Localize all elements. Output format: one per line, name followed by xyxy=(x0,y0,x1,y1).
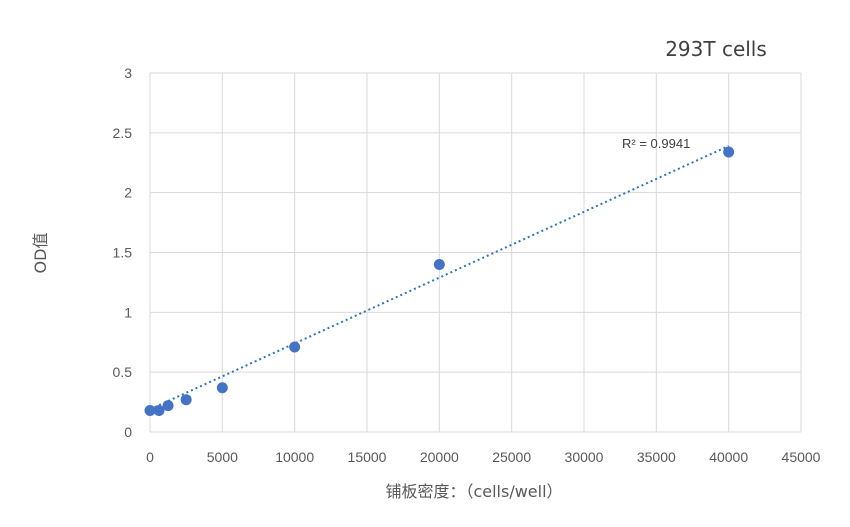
y-tick-label: 0 xyxy=(124,424,132,440)
y-tick-label: 3 xyxy=(124,65,132,81)
y-tick-labels: 0 0.5 1 1.5 2 2.5 3 xyxy=(113,65,133,440)
data-point xyxy=(180,394,192,406)
x-tick-label: 10000 xyxy=(275,449,314,465)
x-tick-label: 25000 xyxy=(492,449,531,465)
x-tick-labels: 0 5000 10000 15000 20000 25000 30000 35000 40000… xyxy=(146,449,821,465)
chart-title: 293T cells xyxy=(665,37,767,61)
x-tick-label: 15000 xyxy=(348,449,387,465)
data-point xyxy=(153,404,165,416)
data-point xyxy=(216,382,228,394)
r-squared-label: R² = 0.9941 xyxy=(622,136,690,151)
y-tick-label: 0.5 xyxy=(113,364,133,380)
data-points xyxy=(144,146,735,416)
x-tick-label: 20000 xyxy=(420,449,459,465)
x-axis-label: 铺板密度：（cells/well） xyxy=(385,482,562,501)
y-tick-label: 2.5 xyxy=(113,125,133,141)
x-tick-label: 40000 xyxy=(709,449,748,465)
data-point xyxy=(289,341,301,353)
x-tick-label: 5000 xyxy=(207,449,238,465)
data-point xyxy=(723,146,735,158)
x-tick-label: 45000 xyxy=(782,449,821,465)
gridlines xyxy=(149,72,802,433)
y-axis-label: OD值 xyxy=(31,233,50,274)
y-tick-label: 1.5 xyxy=(113,245,133,261)
x-tick-label: 0 xyxy=(146,449,154,465)
trendline-layer xyxy=(149,145,730,411)
data-point xyxy=(162,400,174,412)
data-point xyxy=(433,258,445,270)
y-tick-label: 1 xyxy=(124,304,132,320)
trendline xyxy=(149,145,730,411)
y-tick-label: 2 xyxy=(124,185,132,201)
x-tick-label: 30000 xyxy=(565,449,604,465)
x-tick-label: 35000 xyxy=(637,449,676,465)
data-point xyxy=(144,404,156,416)
